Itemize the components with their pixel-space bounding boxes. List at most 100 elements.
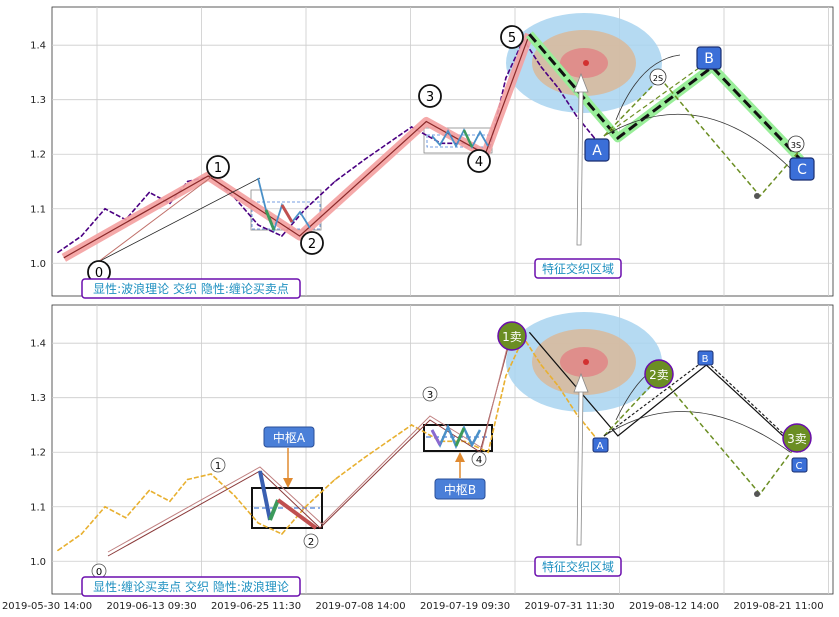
price-point	[104, 505, 106, 508]
bottom-sell-labels: 1卖 2卖 3卖	[497, 321, 812, 453]
top-wave1-fine	[97, 171, 219, 263]
price-point	[410, 126, 413, 128]
top-wave-path	[61, 31, 804, 262]
price-point	[186, 180, 189, 183]
zone-center-dot	[583, 60, 589, 66]
price-point	[487, 451, 489, 454]
b-wave-label-0-text: 0	[96, 567, 102, 578]
pivot-b-label-box	[434, 478, 486, 500]
abc-box-a	[584, 138, 610, 162]
b-abc-box-a	[592, 437, 609, 453]
bottom-y-ticks: 1.0 1.1 1.2 1.3 1.4	[30, 339, 46, 568]
price-point	[169, 500, 171, 503]
b-abc-box-c	[791, 457, 808, 473]
price-point	[540, 66, 543, 68]
price-point	[104, 207, 106, 210]
top-channel-line	[97, 177, 261, 263]
top-zone-label-box	[534, 258, 622, 279]
b-abc-box-b	[697, 350, 714, 366]
bottom-wave-path	[528, 331, 802, 453]
b-wave-label-3	[422, 386, 438, 402]
top-wave-labels: 0 1 2 3 4 5	[87, 25, 524, 284]
x-tick-label: 2019-07-31 11:30	[524, 601, 614, 612]
abc-box-b	[696, 46, 722, 70]
y-tick-label: 1.0	[30, 259, 46, 270]
bottom-pivot-seg-green	[268, 499, 280, 521]
top-pivot-zigzag-green	[264, 209, 276, 231]
b-wave-label-1	[210, 457, 226, 473]
b-wave-label-2-text: 2	[308, 537, 314, 548]
zone-center-dot	[583, 359, 589, 365]
price-point	[148, 489, 151, 492]
sell-label-2-text: 2卖	[649, 368, 669, 382]
price-point	[281, 533, 283, 535]
price-point	[505, 77, 507, 79]
b-abc-box-c-text: C	[796, 461, 803, 472]
x-tick-label: 2019-05-30 14:00	[2, 601, 92, 612]
x-tick-label: 2019-06-25 11:30	[211, 601, 301, 612]
top-proj-arc-2	[603, 113, 791, 169]
pivot-b-label: 中枢B	[444, 482, 476, 497]
pivot-a-arrowhead	[283, 478, 293, 488]
price-point	[575, 115, 578, 117]
abc-box-c-text: C	[797, 162, 807, 178]
price-point	[593, 137, 596, 139]
bottom-proj-dashed-green	[603, 374, 801, 496]
proj-label-2s-text: 2S	[653, 74, 663, 83]
price-point	[304, 207, 307, 210]
proj-label-3s	[787, 135, 805, 153]
wave-label-2-text: 2	[308, 237, 316, 252]
b-wave-label-3-text: 3	[427, 390, 433, 401]
wave-line	[63, 34, 530, 259]
price-point	[80, 235, 83, 237]
bottom-proj-end-dot	[754, 491, 760, 497]
wave-label-2	[300, 231, 324, 255]
top-caption: 显性:波浪理论 交织 隐性:缠论买卖点	[93, 281, 289, 296]
bottom-grid	[52, 305, 833, 594]
b-wave-label-1-text: 1	[215, 461, 221, 472]
price-point	[57, 251, 59, 254]
top-y-ticks: 1.0 1.1 1.2 1.3 1.4	[30, 41, 46, 270]
y-tick-label: 1.3	[30, 95, 46, 106]
price-point	[257, 224, 260, 226]
proj-label-3s-text: 3S	[791, 141, 801, 150]
b-wave-label-4	[471, 451, 487, 467]
price-point	[334, 180, 336, 183]
wave-label-0-text: 0	[95, 266, 103, 281]
wave-label-5-text: 5	[508, 31, 516, 46]
x-tick-label: 2019-08-12 14:00	[629, 601, 719, 612]
bottom-abc-labels: A B C	[592, 350, 808, 473]
bottom-proj-arc-2	[603, 411, 791, 453]
abc-line	[528, 33, 802, 161]
price-point	[363, 456, 366, 459]
y-tick-label: 1.0	[30, 557, 46, 568]
proj-label-2s	[649, 68, 667, 86]
b-wave-label-2	[303, 533, 319, 549]
price-point	[148, 191, 151, 194]
sell-label-3	[782, 423, 812, 453]
price-point	[363, 158, 366, 161]
bottom-pivot2-zigzag-green	[454, 427, 466, 447]
price-point	[410, 424, 413, 426]
bottom-zone-label-box	[534, 556, 622, 577]
bottom-caption-box	[81, 576, 301, 597]
wave-label-5	[500, 25, 524, 49]
price-point	[124, 516, 127, 519]
wave-label-4	[467, 149, 491, 173]
price-point	[558, 385, 560, 388]
abc-line	[528, 331, 802, 453]
pivot-a-label: 中枢A	[273, 430, 306, 445]
x-tick-label: 2019-07-08 14:00	[315, 601, 405, 612]
top-pivot-zigzag-red	[280, 204, 294, 223]
sell-label-3-text: 3卖	[787, 432, 807, 446]
wave-label-1	[206, 155, 230, 179]
price-point	[558, 87, 560, 90]
bottom-pivot2-zigzag-purple	[430, 429, 442, 446]
price-point	[387, 142, 389, 145]
top-proj-dashed-green	[603, 76, 801, 198]
sell-label-2	[644, 359, 674, 389]
wave-label-3	[418, 84, 442, 108]
y-tick-label: 1.3	[30, 393, 46, 404]
